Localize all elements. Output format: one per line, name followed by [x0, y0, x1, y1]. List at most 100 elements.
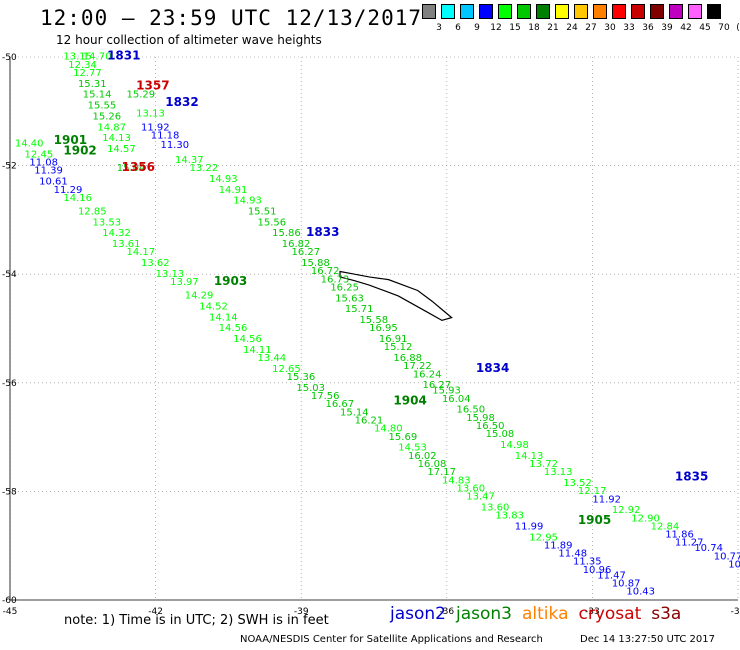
wave-height-value: 13.97 — [170, 277, 199, 288]
wave-height-value: 15.12 — [384, 342, 413, 353]
wave-height-value: 10.61 — [39, 177, 68, 188]
wave-height-value: 14.13 — [102, 133, 131, 144]
wave-height-value: 16.73 — [321, 274, 350, 285]
legend-swatch — [631, 4, 645, 19]
wave-height-value: 11.18 — [151, 130, 180, 141]
generation-timestamp: Dec 14 13:27:50 UTC 2017 — [580, 634, 715, 645]
wave-height-value: 15.36 — [287, 372, 316, 383]
legend-label: 15 — [509, 23, 521, 33]
wave-height-value: 13.72 — [529, 459, 558, 470]
wave-height-value: 11.08 — [29, 158, 58, 169]
wave-height-value: 10.43 — [626, 587, 655, 598]
wave-height-value: 12.95 — [529, 532, 558, 543]
wave-height-value: 14.83 — [442, 475, 471, 486]
satellite-name: altika — [522, 604, 569, 624]
wave-height-value: 11.86 — [665, 530, 694, 541]
legend-swatch — [688, 4, 702, 19]
pass-label: 1832 — [165, 95, 198, 109]
wave-height-value: 15.63 — [335, 293, 364, 304]
wave-height-value: 16.50 — [476, 421, 505, 432]
grid-lines — [9, 56, 739, 601]
legend-label: 70 — [718, 23, 730, 33]
wave-height-values: 13.1514.7012.3412.7715.3115.1415.5515.26… — [15, 52, 740, 598]
wave-height-value: 14.37 — [175, 155, 204, 166]
x-tick-label: -33 — [585, 607, 600, 617]
wave-height-value: 15.03 — [296, 383, 325, 394]
wave-height-value: 14.40 — [15, 139, 44, 150]
wave-height-value: 15.14 — [340, 407, 369, 418]
y-tick-label: -56 — [2, 379, 17, 389]
wave-height-value: 10.74 — [694, 543, 723, 554]
legend-swatch — [441, 4, 455, 19]
chart-subtitle: 12 hour collection of altimeter wave hei… — [56, 33, 322, 47]
legend-swatch — [593, 4, 607, 19]
wave-height-value: 12.77 — [73, 68, 102, 79]
wave-height-value: 10.96 — [583, 565, 612, 576]
wave-height-value: 15.56 — [258, 217, 287, 228]
wave-height-value: 16.25 — [330, 282, 359, 293]
legend-label: 9 — [474, 23, 480, 33]
wave-height-value: 14.11 — [243, 345, 272, 356]
wave-height-value: 12.34 — [68, 60, 97, 71]
pass-label: 1835 — [675, 470, 708, 484]
wave-height-value: 14.56 — [233, 334, 262, 345]
wave-height-value: 16.27 — [291, 247, 320, 258]
legend-label: 33 — [623, 23, 635, 33]
wave-height-value: 12.45 — [25, 149, 54, 160]
wave-height-value: 17.22 — [403, 361, 432, 372]
wave-height-value: 15.29 — [126, 90, 155, 101]
wave-height-value: 13.52 — [563, 478, 592, 489]
legend-label: 6 — [455, 23, 461, 33]
satellite-name: s3a — [651, 604, 682, 624]
chart-title: 12:00 — 23:59 UTC 12/13/2017 — [40, 6, 423, 30]
legend-swatch — [574, 4, 588, 19]
south-georgia-coastline — [339, 270, 453, 321]
wave-height-value: 14.13 — [515, 451, 544, 462]
legend-swatch — [479, 4, 493, 19]
pass-label: 1902 — [63, 144, 96, 158]
wave-height-value: 15.04 — [117, 163, 146, 174]
x-tick-label: -45 — [3, 607, 18, 617]
pass-label: 1905 — [578, 513, 611, 527]
wave-height-value: 17.17 — [427, 467, 456, 478]
wave-height-value: 17.56 — [311, 391, 340, 402]
satellite-legend: jason2 jason3 altika cryosat s3a — [390, 604, 691, 624]
legend-label: 18 — [528, 23, 540, 33]
wave-height-value: 11.92 — [592, 494, 621, 505]
pass-label: 1834 — [476, 361, 509, 375]
wave-height-value: 13.60 — [457, 483, 486, 494]
wave-height-value: 11.47 — [597, 570, 626, 581]
legend-swatch — [517, 4, 531, 19]
wave-height-value: 11.48 — [558, 549, 587, 560]
wave-height-value: 14.16 — [63, 193, 92, 204]
wave-height-value: 14.70 — [83, 52, 112, 63]
wave-height-value: 14.93 — [233, 196, 262, 207]
legend-label: 21 — [547, 23, 559, 33]
wave-height-value: 15.14 — [83, 90, 112, 101]
wave-height-value: 11.35 — [573, 557, 602, 568]
wave-height-value: 12.65 — [272, 364, 301, 375]
legend-label: 24 — [566, 23, 578, 33]
wave-height-value: 14.29 — [185, 291, 214, 302]
wave-height-value: 13.13 — [156, 269, 185, 280]
x-tick-label: -36 — [439, 607, 454, 617]
wave-height-value: 10.77 — [714, 551, 740, 562]
wave-height-value: 11.29 — [54, 185, 83, 196]
wave-height-value: 14.87 — [97, 122, 126, 133]
wave-height-value: 14.53 — [398, 443, 427, 454]
wave-height-value: 15.93 — [432, 386, 461, 397]
legend-label: (ft) — [736, 23, 740, 33]
wave-height-value: 14.14 — [209, 312, 238, 323]
wave-height-value: 14.91 — [219, 185, 248, 196]
wave-height-value: 16.04 — [442, 394, 471, 405]
wave-height-value: 13.44 — [258, 353, 287, 364]
wave-height-value: 15.58 — [359, 315, 388, 326]
wave-height-value: 13.83 — [495, 511, 524, 522]
legend-swatch — [669, 4, 683, 19]
pass-label: 1356 — [122, 160, 155, 174]
wave-height-value: 11.39 — [34, 166, 63, 177]
pass-label: 1831 — [107, 49, 140, 63]
x-tick-label: -39 — [294, 607, 309, 617]
